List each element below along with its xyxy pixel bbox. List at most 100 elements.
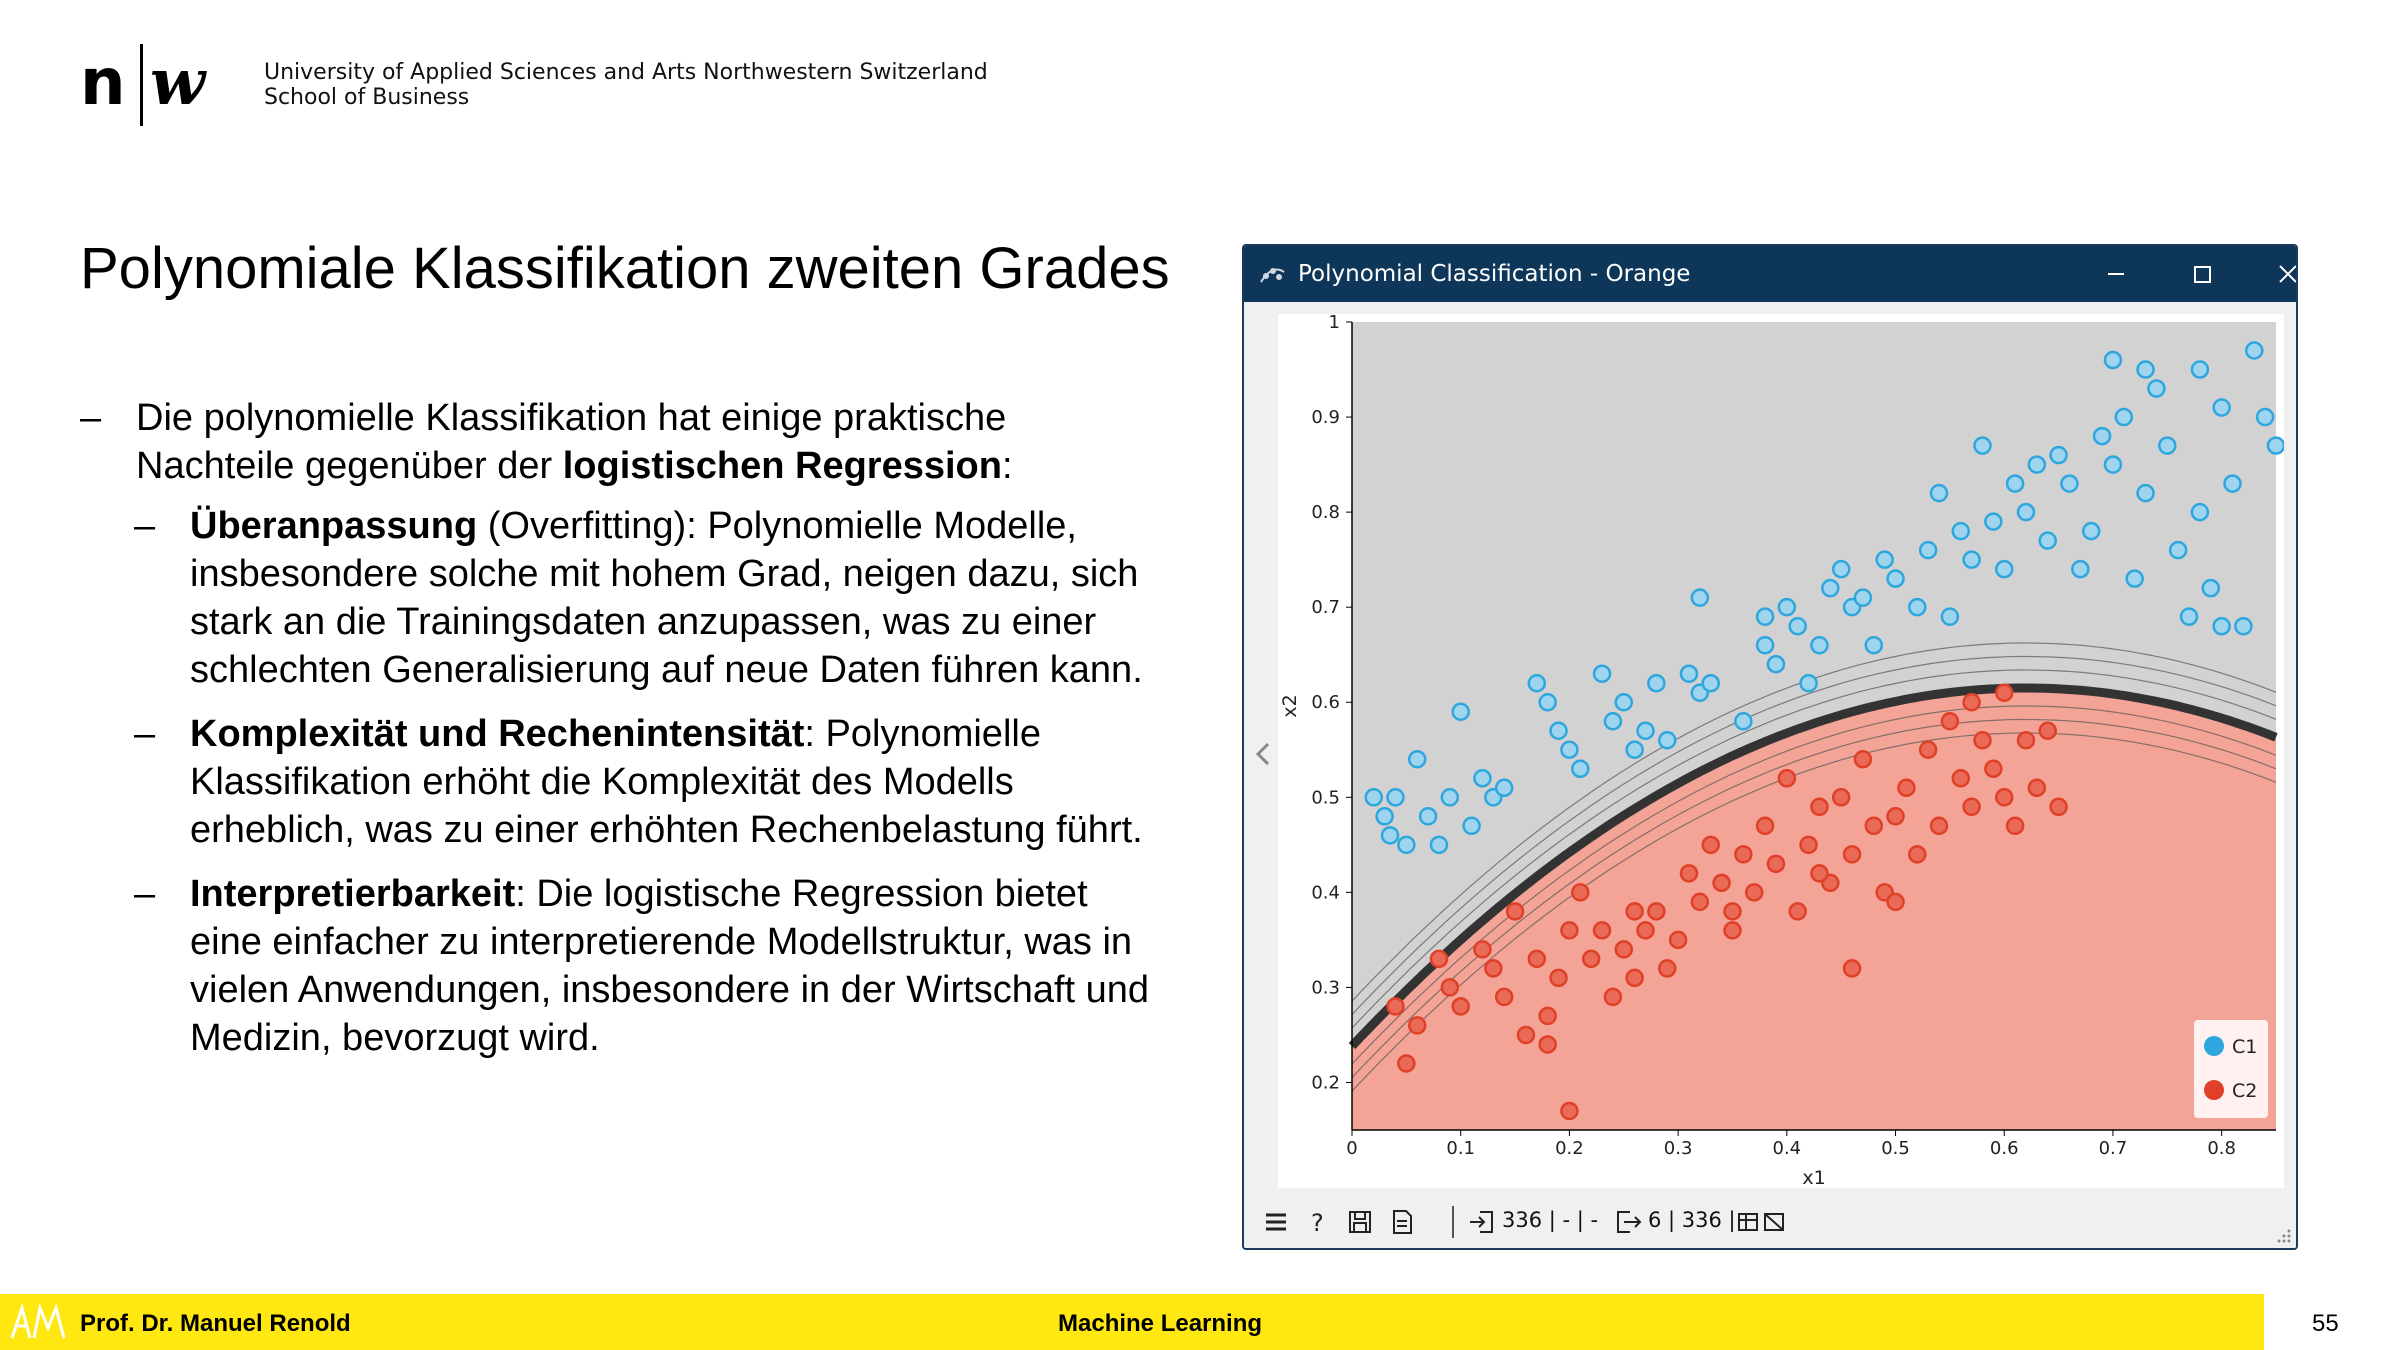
point-c1: [2234, 616, 2253, 636]
point-c2: [1494, 987, 1514, 1007]
contour-line: [1351, 705, 2277, 1065]
point-c1: [1549, 721, 1568, 741]
point-c2: [2038, 721, 2057, 741]
x-tick-label: 0.5: [1881, 1138, 1910, 1159]
legend-marker-c2: [2204, 1080, 2224, 1100]
point-c1: [1853, 588, 1873, 607]
orange-app-icon: [1260, 268, 1285, 283]
menu-icon[interactable]: [1262, 1208, 1290, 1236]
point-c1: [1407, 750, 1427, 769]
point-c1: [1788, 616, 1807, 636]
minimize-icon[interactable]: [2096, 254, 2136, 294]
point-c1: [1831, 559, 1851, 579]
point-c2: [1973, 731, 1992, 750]
save-icon[interactable]: [1346, 1208, 1374, 1236]
bullet-text: : Polynomielle Klassifikation erhöht die…: [190, 713, 1143, 851]
x-tick-label: 0.7: [2099, 1138, 2128, 1159]
point-c2: [1636, 921, 1655, 940]
y-tick-label: 0.7: [1311, 597, 1340, 618]
x-tick-label: 0.8: [2207, 1138, 2236, 1159]
point-c1: [1886, 569, 1905, 588]
point-c1: [1984, 512, 2003, 531]
y-tick-label: 0.3: [1311, 977, 1340, 998]
university-line-2: School of Business: [264, 85, 470, 110]
window-titlebar[interactable]: Polynomial Classification - Orange: [1244, 246, 2296, 302]
point-c1: [1418, 807, 1438, 826]
footer-bar: Prof. Dr. Manuel Renold Machine Learning: [0, 1294, 2264, 1350]
point-c1: [1527, 673, 1547, 693]
university-line-1: University of Applied Sciences and Arts …: [264, 60, 988, 85]
point-c2: [1994, 683, 2014, 702]
point-c1: [2005, 474, 2025, 493]
point-c1: [2027, 455, 2047, 474]
fhnw-logo: n w: [80, 44, 207, 126]
point-c1: [1592, 664, 1612, 683]
resize-grip-icon[interactable]: [2276, 1228, 2292, 1244]
point-c1: [1462, 816, 1481, 836]
point-c1: [1657, 731, 1677, 750]
contour-line: [1351, 669, 2277, 1029]
point-c2: [1668, 930, 1688, 950]
point-c1: [2201, 578, 2221, 598]
point-c2: [1473, 940, 1492, 959]
help-icon[interactable]: ?: [1304, 1208, 1332, 1236]
point-c1: [1679, 664, 1699, 683]
point-c1: [2223, 474, 2242, 493]
point-c1: [2092, 426, 2112, 446]
status-divider: [1452, 1206, 1454, 1238]
point-c2: [2027, 778, 2047, 798]
point-c1: [2190, 360, 2210, 379]
point-c1: [2114, 407, 2134, 427]
point-c2: [1505, 902, 1525, 921]
point-c1: [2212, 398, 2231, 417]
point-c1: [1810, 635, 1829, 655]
point-c1: [1614, 692, 1634, 712]
point-c2: [1625, 902, 1644, 921]
close-icon[interactable]: [2268, 254, 2298, 294]
point-c1: [2125, 569, 2144, 588]
point-c2: [1397, 1054, 1416, 1073]
point-c2: [1908, 845, 1927, 864]
point-c2: [1614, 940, 1634, 959]
point-c2: [1723, 902, 1742, 921]
y-tick-label: 0.4: [1311, 882, 1340, 903]
point-c2: [1484, 959, 1503, 978]
report-icon[interactable]: [1388, 1208, 1416, 1236]
point-c1: [1636, 721, 1655, 741]
point-c2: [1538, 1035, 1557, 1054]
y-tick-label: 0.8: [1311, 502, 1340, 523]
point-c1: [1440, 788, 1460, 807]
bullet-title: Überanpassung: [190, 505, 478, 547]
collapse-panel-icon[interactable]: [1252, 736, 1274, 772]
point-c2: [1451, 997, 1470, 1016]
maximize-icon[interactable]: [2182, 254, 2222, 294]
y-axis-label: x2: [1279, 694, 1301, 717]
intro-bold: logistischen Regression: [562, 445, 1002, 487]
contour-line: [1351, 732, 2277, 1092]
point-c1: [1962, 550, 1981, 569]
point-c2: [1429, 949, 1449, 969]
scatter-plot[interactable]: 0 0.1 0.2 0.3 0.4 0.5 0.6 0.7 0.8 0.2 0.3 0.4 0.5 0.6…: [1278, 314, 2284, 1188]
point-c2: [1853, 750, 1873, 769]
point-c2: [1831, 788, 1851, 807]
point-c1: [1386, 788, 1405, 807]
point-c2: [1723, 921, 1742, 940]
point-c1: [2136, 483, 2155, 503]
point-c1: [1560, 740, 1579, 760]
bullet-dash: –: [134, 505, 156, 547]
y-tick-label: 0.5: [1311, 787, 1340, 808]
point-c1: [1929, 483, 1949, 503]
bullet-dash: –: [134, 873, 156, 915]
point-c1: [1940, 607, 1960, 626]
x-tick-label: 0.6: [1990, 1138, 2019, 1159]
point-c1: [1734, 711, 1753, 731]
input-summary: 336 | - | -: [1502, 1208, 1599, 1232]
point-c1: [2103, 455, 2123, 474]
intro-bullet: – Die polynomielle Klassifikation hat ei…: [80, 394, 1160, 490]
model-icon: [1764, 1213, 1784, 1231]
point-c2: [1962, 692, 1981, 712]
scatter-plot-area[interactable]: 0 0.1 0.2 0.3 0.4 0.5 0.6 0.7 0.8 0.2 0.3 0.4 0.5 0.6…: [1278, 314, 2284, 1188]
point-c1: [1429, 835, 1449, 855]
bullet-complexity: – Komplexität und Rechenintensität: Poly…: [80, 710, 1160, 854]
point-c2: [1560, 1101, 1579, 1121]
